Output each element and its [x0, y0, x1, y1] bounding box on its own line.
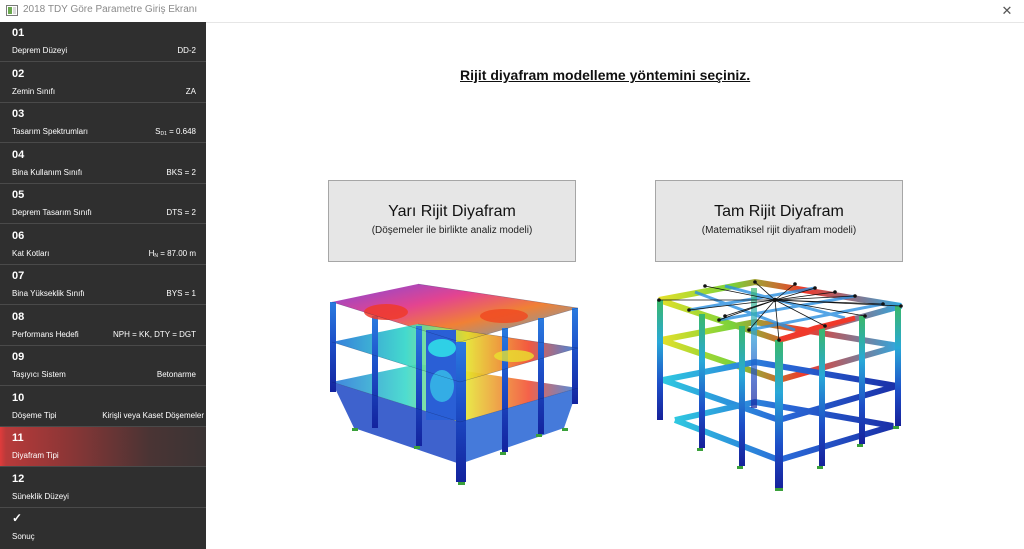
- step-value: ZA: [185, 86, 196, 96]
- step-diyafram-tipi[interactable]: 11 Diyafram Tipi: [0, 427, 206, 467]
- step-value: SD1 = 0.648: [155, 127, 196, 137]
- step-number: 12: [12, 472, 25, 485]
- value-symbol: S: [155, 127, 161, 136]
- step-zemin-sinifi[interactable]: 02 Zemin Sınıfı ZA: [0, 63, 206, 103]
- step-number: 02: [12, 67, 25, 80]
- option-subtitle: (Matematiksel rijit diyafram modeli): [701, 225, 857, 236]
- step-label: Deprem Tasarım Sınıfı: [12, 208, 92, 217]
- sidebar: 01 Deprem Düzeyi DD-2 02 Zemin Sınıfı ZA…: [0, 22, 206, 549]
- step-number: 05: [12, 189, 25, 201]
- full-rigid-model-image[interactable]: [655, 278, 905, 494]
- option-title: Tam Rijit Diyafram: [714, 203, 844, 220]
- step-deprem-tasarim-sinifi[interactable]: 05 Deprem Tasarım Sınıfı DTS = 2: [0, 184, 206, 224]
- step-label: Bina Yükseklik Sınıfı: [12, 289, 85, 298]
- step-number: 10: [12, 391, 25, 404]
- title-bar: 2018 TDY Göre Parametre Giriş Ekranı ✕: [0, 0, 1024, 23]
- full-rigid-diaphragm-button[interactable]: Tam Rijit Diyafram (Matematiksel rijit d…: [655, 180, 903, 262]
- step-value: Betonarme: [156, 370, 196, 379]
- step-performans-hedefi[interactable]: 08 Performans Hedefi NPH = KK, DTY = DGT: [0, 306, 206, 346]
- step-label: Sonuç: [12, 532, 35, 541]
- step-label: Diyafram Tipi: [12, 451, 59, 460]
- app-icon: [6, 5, 18, 16]
- window-title: 2018 TDY Göre Parametre Giriş Ekranı: [23, 4, 198, 15]
- step-number: 09: [12, 351, 25, 363]
- page-heading: Rijit diyafram modelleme yöntemini seçin…: [460, 67, 751, 83]
- step-number: 03: [12, 108, 25, 120]
- step-value: Kirişli veya Kaset Döşemeler: [102, 410, 204, 420]
- step-doseme-tipi[interactable]: 10 Döşeme Tipi Kirişli veya Kaset Döşeme…: [0, 387, 206, 427]
- step-value: NPH = KK, DTY = DGT: [113, 329, 196, 339]
- step-value: HN = 87.00 m: [149, 249, 196, 259]
- step-label: Döşeme Tipi: [12, 410, 57, 420]
- value-number: = 0.648: [166, 127, 196, 136]
- value-symbol: H: [148, 248, 155, 258]
- option-title: Yarı Rijit Diyafram: [388, 203, 516, 220]
- check-icon: ✓: [12, 511, 23, 525]
- value-subscript: D1: [160, 131, 167, 137]
- step-number: 08: [12, 310, 25, 323]
- step-label: Performans Hedefi: [12, 329, 79, 339]
- step-value: DD-2: [177, 46, 196, 55]
- step-tasiyici-sistem[interactable]: 09 Taşıyıcı Sistem Betonarme: [0, 346, 206, 386]
- value-subscript: N: [154, 252, 158, 259]
- step-value: BKS = 2: [166, 167, 196, 177]
- step-bina-yukseklik-sinifi[interactable]: 07 Bina Yükseklik Sınıfı BYS = 1: [0, 265, 206, 305]
- step-deprem-duzeyi[interactable]: 01 Deprem Düzeyi DD-2: [0, 22, 206, 62]
- step-value: DTS = 2: [166, 208, 196, 217]
- step-label: Tasarım Spektrumları: [12, 127, 89, 136]
- step-tasarim-spektrumlari[interactable]: 03 Tasarım Spektrumları SD1 = 0.648: [0, 103, 206, 143]
- step-label: Kat Kotları: [12, 248, 50, 258]
- step-label: Bina Kullanım Sınıfı: [12, 167, 83, 177]
- step-number: 11: [12, 432, 24, 444]
- option-subtitle: (Döşemeler ile birlikte analiz modeli): [371, 225, 533, 236]
- step-number: 07: [12, 270, 25, 282]
- step-number: 01: [12, 27, 25, 39]
- value-number: = 87.00 m: [157, 248, 196, 258]
- step-label: Deprem Düzeyi: [12, 46, 68, 55]
- step-label: Taşıyıcı Sistem: [12, 370, 66, 379]
- step-number: 06: [12, 229, 25, 242]
- semi-rigid-diaphragm-button[interactable]: Yarı Rijit Diyafram (Döşemeler ile birli…: [328, 180, 576, 262]
- semi-rigid-model-image[interactable]: [326, 278, 582, 494]
- step-number: 04: [12, 148, 25, 161]
- step-suneklik-duzeyi[interactable]: 12 Süneklik Düzeyi: [0, 468, 206, 508]
- step-bina-kullanim-sinifi[interactable]: 04 Bina Kullanım Sınıfı BKS = 2: [0, 144, 206, 184]
- step-value: BYS = 1: [166, 289, 196, 298]
- close-button[interactable]: ✕: [1001, 3, 1013, 18]
- step-label: Zemin Sınıfı: [12, 86, 56, 96]
- step-kat-kotlari[interactable]: 06 Kat Kotları HN = 87.00 m: [0, 225, 206, 265]
- step-label: Süneklik Düzeyi: [12, 491, 69, 501]
- step-sonuc[interactable]: ✓ Sonuç: [0, 508, 206, 548]
